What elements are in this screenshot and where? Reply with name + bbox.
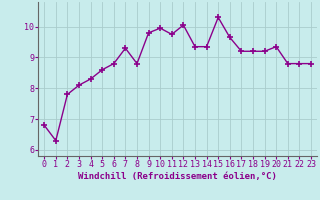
- X-axis label: Windchill (Refroidissement éolien,°C): Windchill (Refroidissement éolien,°C): [78, 172, 277, 181]
